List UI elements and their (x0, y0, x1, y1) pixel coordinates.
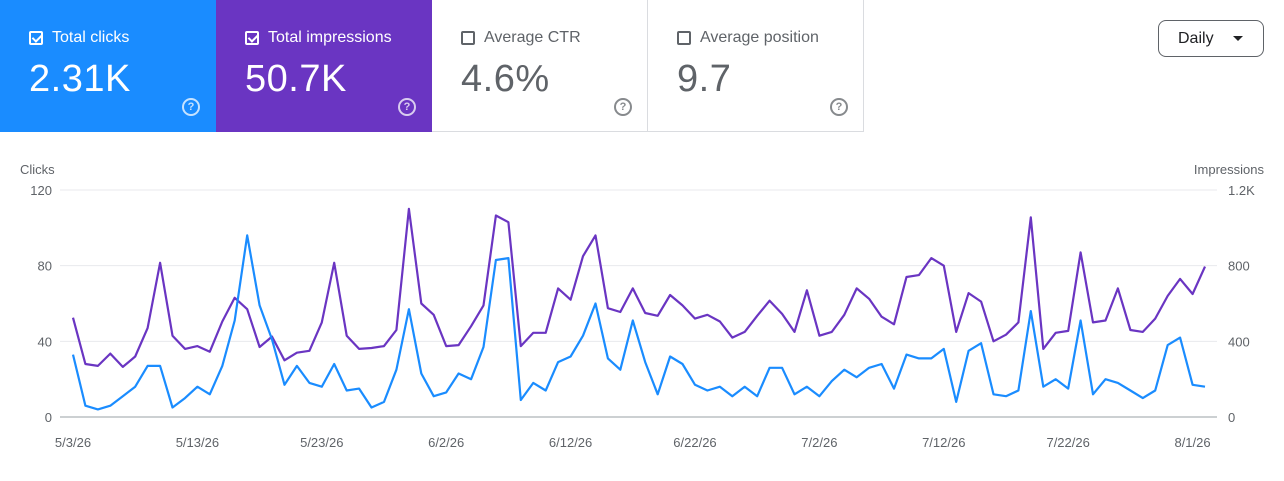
metric-card-header: Average CTR (461, 29, 581, 47)
granularity-dropdown[interactable]: Daily (1158, 20, 1264, 57)
help-icon[interactable]: ? (398, 98, 416, 116)
checkbox-icon[interactable] (29, 31, 43, 45)
y-tick-label-right: 800 (1228, 259, 1250, 274)
series-line-clicks (71, 234, 1206, 411)
metric-label: Average position (700, 29, 819, 46)
help-icon[interactable]: ? (614, 98, 632, 116)
y-axis-label-right: Impressions (1194, 162, 1265, 177)
checkbox-icon[interactable] (245, 31, 259, 45)
caret-down-icon (1233, 36, 1243, 41)
x-tick-label: 8/1/26 (1174, 435, 1210, 450)
series-lines (71, 207, 1207, 411)
x-tick-label: 6/12/26 (549, 435, 592, 450)
help-icon[interactable]: ? (182, 98, 200, 116)
metric-value: 9.7 (677, 58, 732, 100)
metric-label: Total clicks (52, 29, 130, 46)
x-tick-label: 6/22/26 (673, 435, 716, 450)
checkbox-icon[interactable] (677, 31, 691, 45)
metric-card-total-clicks[interactable]: Total clicks 2.31K ? (0, 0, 216, 132)
x-tick-label: 7/2/26 (801, 435, 837, 450)
checkbox-icon[interactable] (461, 31, 475, 45)
metric-card-average-position[interactable]: Average position 9.7 ? (648, 0, 864, 132)
metric-label: Total impressions (268, 29, 392, 46)
y-tick-label-left: 120 (30, 183, 52, 198)
metric-card-average-ctr[interactable]: Average CTR 4.6% ? (432, 0, 648, 132)
y-tick-label-left: 40 (38, 334, 52, 349)
y-tick-label-right: 0 (1228, 410, 1235, 425)
y-axis-label-left: Clicks (20, 162, 55, 177)
metric-value: 4.6% (461, 58, 550, 100)
x-tick-label: 5/3/26 (55, 435, 91, 450)
metric-card-header: Total clicks (29, 29, 129, 47)
y-tick-label-right: 400 (1228, 334, 1250, 349)
y-tick-label-left: 80 (38, 259, 52, 274)
x-tick-label: 5/13/26 (176, 435, 219, 450)
x-tick-label: 7/22/26 (1046, 435, 1089, 450)
y-tick-label-right: 1.2K (1228, 183, 1255, 198)
x-tick-label: 5/23/26 (300, 435, 343, 450)
metric-value: 50.7K (245, 58, 347, 100)
metric-value: 2.31K (29, 58, 131, 100)
granularity-label: Daily (1178, 29, 1214, 47)
x-tick-label: 7/12/26 (922, 435, 965, 450)
metric-card-header: Total impressions (245, 29, 392, 47)
y-tick-label-left: 0 (45, 410, 52, 425)
metric-cards: Total clicks 2.31K ? Total impressions 5… (0, 0, 864, 132)
metric-card-header: Average position (677, 29, 819, 47)
x-tick-label: 6/2/26 (428, 435, 464, 450)
metric-label: Average CTR (484, 29, 581, 46)
help-icon[interactable]: ? (830, 98, 848, 116)
series-line-impressions (71, 207, 1207, 368)
metric-card-total-impressions[interactable]: Total impressions 50.7K ? (216, 0, 432, 132)
